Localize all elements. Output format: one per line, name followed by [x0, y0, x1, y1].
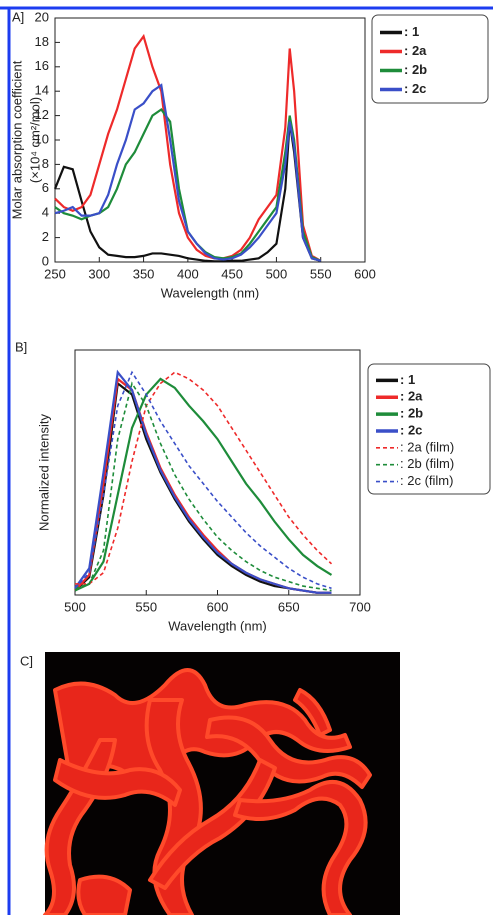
y-tick-label: 12: [35, 107, 49, 122]
series-line: [74, 370, 332, 590]
y-axis-title: Normalized intensity: [36, 413, 51, 531]
y-tick-label: 2: [42, 229, 49, 244]
y-tick-label: 0: [42, 253, 49, 268]
y-tick-label: 14: [35, 83, 49, 98]
x-axis-title: Wavelength (nm): [168, 618, 267, 633]
x-tick-label: 650: [278, 599, 300, 614]
x-tick-label: 600: [354, 266, 376, 281]
x-tick-label: 700: [349, 599, 371, 614]
y-tick-label: 4: [42, 205, 49, 220]
legend-label: : 1: [404, 24, 419, 39]
legend-label: : 1: [400, 372, 415, 387]
legend-label: : 2a (film): [400, 439, 454, 454]
legend-label: : 2b (film): [400, 456, 454, 471]
x-tick-label: 300: [88, 266, 110, 281]
y-axis-title: Molar absorption coefficient: [9, 60, 24, 219]
series-line: [75, 371, 333, 585]
y-tick-label: 20: [35, 9, 49, 24]
panel-label: C]: [20, 653, 33, 668]
x-tick-label: 550: [310, 266, 332, 281]
micrograph: [43, 652, 400, 915]
x-tick-label: 350: [133, 266, 155, 281]
x-tick-label: 250: [44, 266, 66, 281]
legend-box: [367, 363, 491, 495]
legend-label: : 2b: [400, 406, 423, 421]
series-line: [54, 33, 322, 262]
y-tick-label: 16: [35, 58, 49, 73]
legend-label: : 2a: [400, 389, 423, 404]
series-line: [74, 369, 332, 594]
x-tick-label: 400: [177, 266, 199, 281]
legend-label: : 2a: [404, 43, 427, 58]
legend-label: : 2b: [404, 62, 427, 77]
x-tick-label: 500: [64, 599, 86, 614]
y-tick-label: 8: [42, 156, 49, 171]
x-axis-title: Wavelength (nm): [161, 285, 260, 300]
x-tick-label: 550: [135, 599, 157, 614]
series-line: [53, 121, 322, 263]
y-axis-title: (×10⁴ cm²/mol): [27, 97, 42, 183]
panel-label: A]: [12, 9, 24, 24]
legend-label: : 2c (film): [400, 473, 453, 488]
legend-label: : 2c: [400, 422, 422, 437]
legend-box: [371, 14, 489, 104]
series-line: [74, 381, 332, 592]
series-line: [74, 377, 333, 592]
x-tick-label: 450: [221, 266, 243, 281]
legend-label: : 2c: [404, 81, 426, 96]
series-line: [54, 83, 322, 262]
panel-label: B]: [15, 339, 27, 354]
x-tick-label: 600: [207, 599, 229, 614]
x-tick-label: 500: [266, 266, 288, 281]
y-tick-label: 6: [42, 180, 49, 195]
y-tick-label: 18: [35, 34, 49, 49]
y-tick-label: 10: [35, 131, 49, 146]
